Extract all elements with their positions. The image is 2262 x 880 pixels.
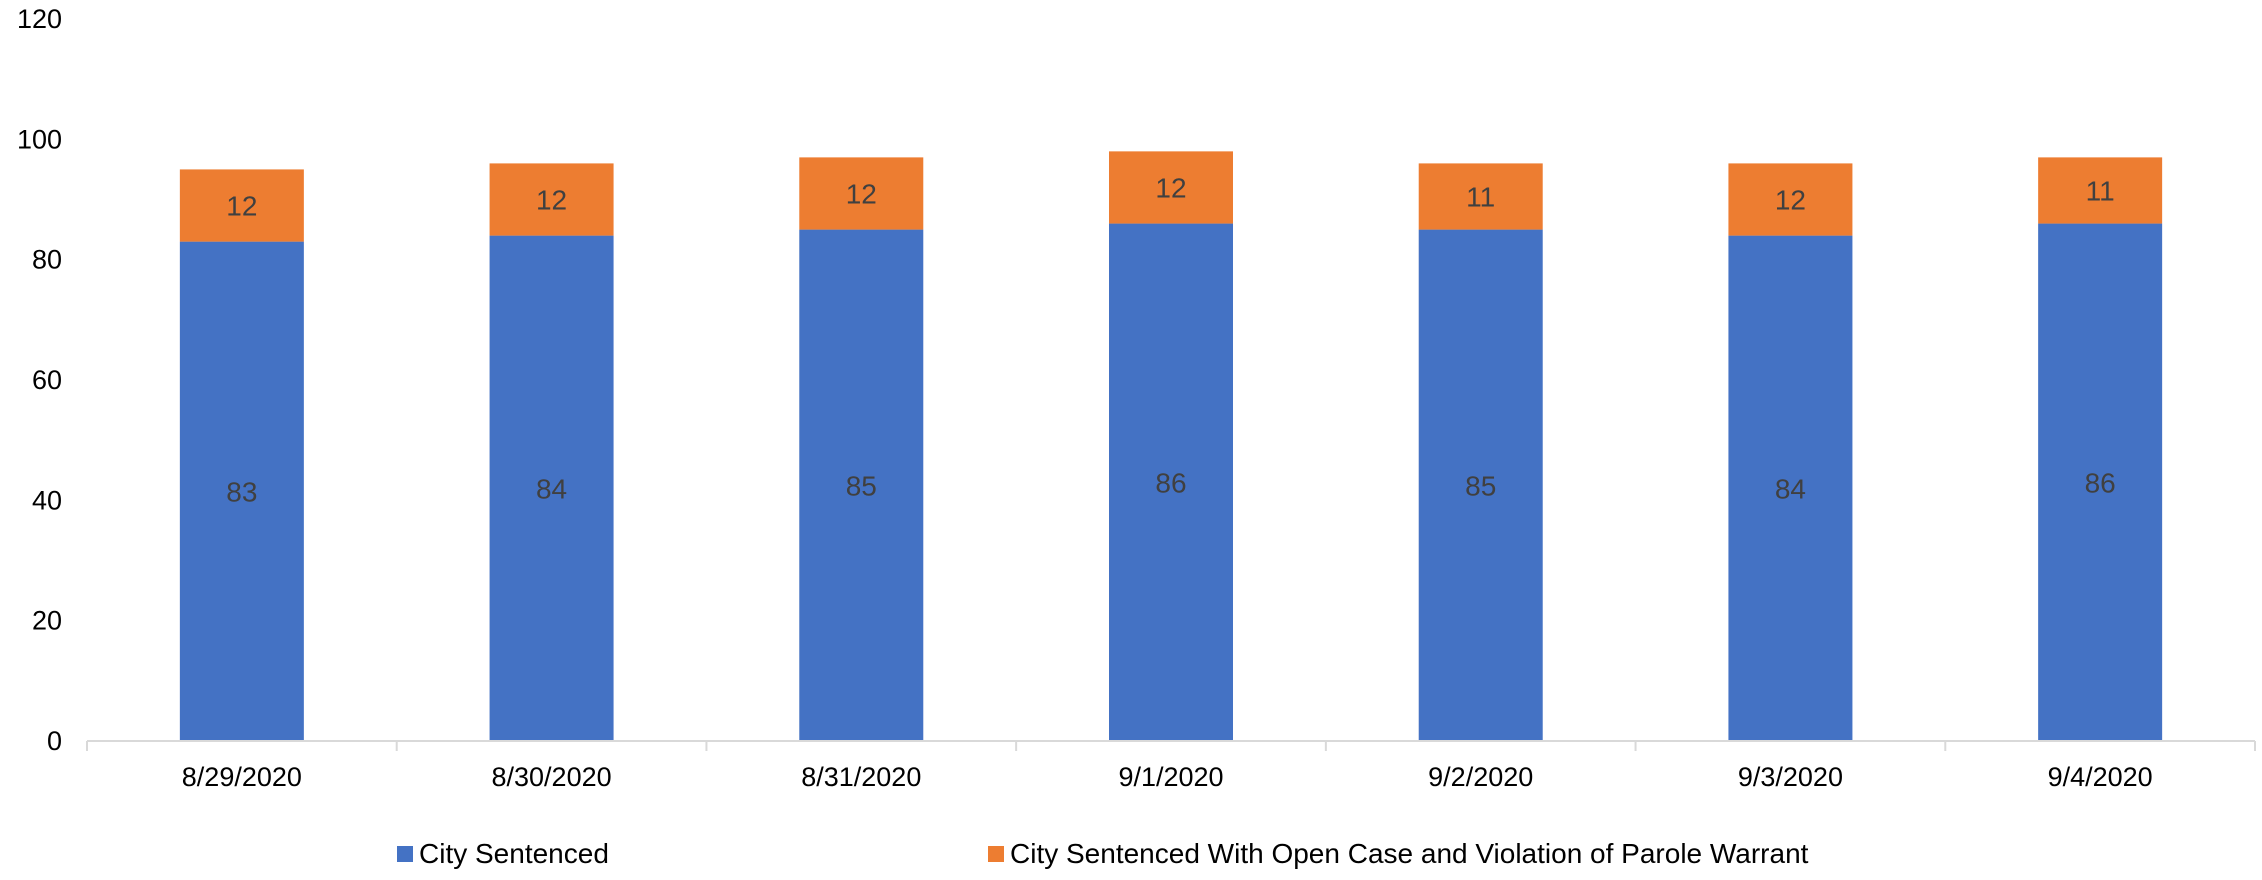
legend: City Sentenced City Sentenced With Open … xyxy=(0,838,2262,878)
data-label-city-sentenced-0: 83 xyxy=(226,476,257,507)
legend-label-city-sentenced: City Sentenced xyxy=(419,838,609,869)
y-tick-label-40: 40 xyxy=(32,485,62,515)
x-tick-label-4: 9/2/2020 xyxy=(1428,762,1533,792)
bar-open-case-violation-1[interactable] xyxy=(489,163,614,236)
y-tick-label-80: 80 xyxy=(32,245,62,275)
y-tick-label-0: 0 xyxy=(47,726,62,756)
data-label-open-case-violation-4: 11 xyxy=(1466,181,1495,212)
data-label-open-case-violation-0: 12 xyxy=(226,191,257,222)
data-label-city-sentenced-2: 85 xyxy=(846,470,877,501)
data-label-city-sentenced-4: 85 xyxy=(1465,470,1496,501)
y-tick-label-100: 100 xyxy=(17,124,62,154)
x-tick-label-3: 9/1/2020 xyxy=(1118,762,1223,792)
data-label-open-case-violation-6: 11 xyxy=(2086,175,2115,206)
legend-swatch-city-sentenced xyxy=(397,846,413,862)
data-label-open-case-violation-1: 12 xyxy=(536,185,567,216)
y-axis-tick-labels: 0 20 40 60 80 100 120 xyxy=(17,4,62,756)
legend-item-city-sentenced[interactable]: City Sentenced xyxy=(397,838,609,870)
bar-city-sentenced-0[interactable] xyxy=(179,241,304,741)
y-tick-label-60: 60 xyxy=(32,365,62,395)
data-label-open-case-violation-2: 12 xyxy=(846,178,877,209)
bar-city-sentenced-3[interactable] xyxy=(1109,223,1233,742)
x-tick-label-2: 8/31/2020 xyxy=(801,762,921,792)
y-tick-label-20: 20 xyxy=(32,606,62,636)
bar-city-sentenced-2[interactable] xyxy=(799,229,924,742)
data-labels-group: 83 12 84 12 85 12 86 12 85 11 84 12 86 11 xyxy=(226,172,2115,507)
data-label-city-sentenced-5: 84 xyxy=(1775,473,1806,504)
x-tick-label-1: 8/30/2020 xyxy=(492,762,612,792)
bar-city-sentenced-6[interactable] xyxy=(2038,223,2163,742)
bar-open-case-violation-6[interactable] xyxy=(2038,157,2163,224)
bar-open-case-violation-3[interactable] xyxy=(1109,151,1233,224)
x-axis-tick-marks xyxy=(86,741,2256,751)
bar-open-case-violation-2[interactable] xyxy=(799,157,924,230)
x-tick-label-0: 8/29/2020 xyxy=(182,762,302,792)
x-axis-tick-labels: 8/29/2020 8/30/2020 8/31/2020 9/1/2020 9/2/2… xyxy=(182,762,2153,792)
data-label-open-case-violation-3: 12 xyxy=(1155,172,1186,203)
legend-item-open-case-violation[interactable]: City Sentenced With Open Case and Violat… xyxy=(988,838,1808,870)
bar-open-case-violation-4[interactable] xyxy=(1418,163,1543,230)
data-label-city-sentenced-1: 84 xyxy=(536,473,567,504)
x-tick-label-6: 9/4/2020 xyxy=(2048,762,2153,792)
bar-open-case-violation-5[interactable] xyxy=(1728,163,1853,236)
bar-city-sentenced-1[interactable] xyxy=(489,235,614,741)
legend-swatch-open-case-violation xyxy=(988,846,1004,862)
x-tick-label-5: 9/3/2020 xyxy=(1738,762,1843,792)
data-label-open-case-violation-5: 12 xyxy=(1775,185,1806,216)
bar-city-sentenced-4[interactable] xyxy=(1418,229,1543,742)
data-label-city-sentenced-3: 86 xyxy=(1155,467,1186,498)
stacked-bar-chart: 0 20 40 60 80 100 120 83 12 84 12 85 12 86 12 85 11 84 12… xyxy=(17,4,2256,792)
bar-city-sentenced-5[interactable] xyxy=(1728,235,1853,741)
bar-series-group xyxy=(179,151,2163,742)
y-tick-label-120: 120 xyxy=(17,4,62,34)
bar-open-case-violation-0[interactable] xyxy=(179,169,304,242)
legend-label-open-case-violation: City Sentenced With Open Case and Violat… xyxy=(1010,838,1809,869)
data-label-city-sentenced-6: 86 xyxy=(2085,467,2116,498)
